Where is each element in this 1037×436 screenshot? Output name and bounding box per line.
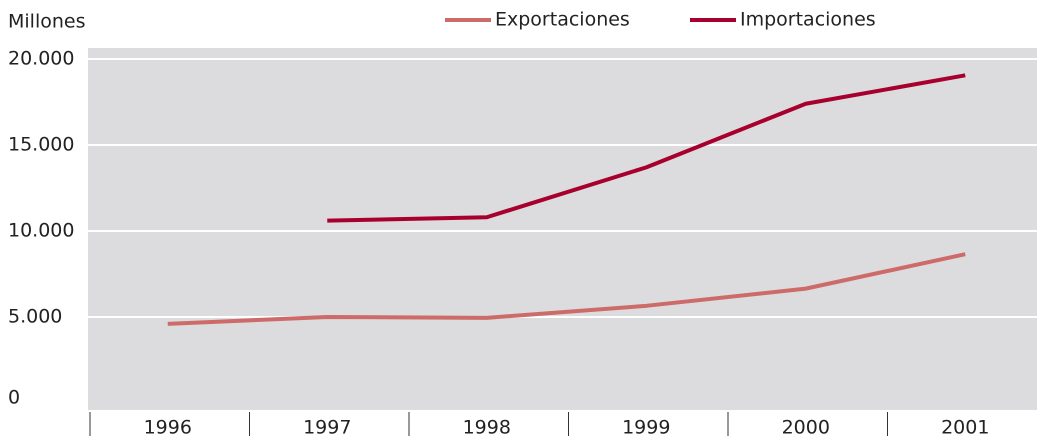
legend-label: Importaciones xyxy=(740,9,876,31)
series-line xyxy=(327,73,966,223)
legend-label: Exportaciones xyxy=(495,9,630,31)
x-tick-label: 1997 xyxy=(303,417,351,436)
x-tick-label: 1998 xyxy=(463,417,511,436)
plot-background xyxy=(88,48,1037,410)
x-tick-label: 2000 xyxy=(782,417,830,436)
x-tick-label: 1999 xyxy=(622,417,670,436)
series-line xyxy=(167,252,966,326)
y-tick-label: 0 xyxy=(8,387,20,409)
y-tick-label: 15.000 xyxy=(8,134,74,156)
y-tick-label: 5.000 xyxy=(8,306,62,328)
x-tick-label: 1996 xyxy=(144,417,192,436)
y-tick-label: 20.000 xyxy=(8,48,74,70)
y-tick-label: 10.000 xyxy=(8,220,74,242)
x-tick-label: 2001 xyxy=(941,417,989,436)
y-axis-label: Millones xyxy=(8,11,85,33)
